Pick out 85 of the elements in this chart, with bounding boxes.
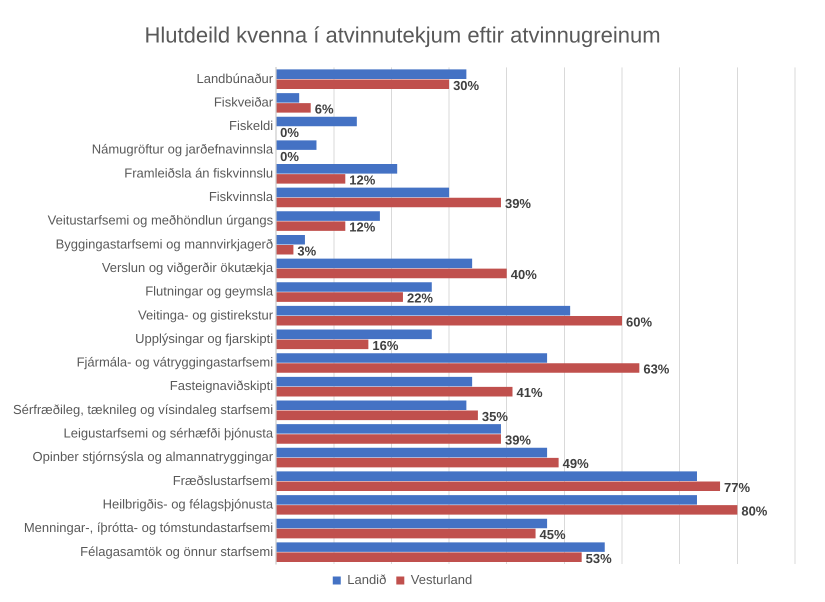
bar xyxy=(276,434,501,444)
bar xyxy=(276,363,640,373)
y-tick-label: Opinber stjórnsýsla og almannatryggingar xyxy=(32,449,274,464)
y-tick-label: Veitustarfsemi og meðhöndlun úrgangs xyxy=(48,212,274,228)
data-label: 16% xyxy=(372,338,399,353)
data-label: 39% xyxy=(504,432,532,448)
data-label: 22% xyxy=(406,290,434,306)
data-label: 53% xyxy=(586,550,612,566)
bar xyxy=(276,211,380,221)
bar xyxy=(276,386,512,396)
bar xyxy=(276,245,294,255)
data-label: 77% xyxy=(724,480,751,495)
y-tick-label: Fiskveiðar xyxy=(214,94,274,110)
legend-label: Vesturland xyxy=(410,572,472,588)
bar xyxy=(276,424,501,434)
bar xyxy=(276,400,466,410)
data-label: 35% xyxy=(482,408,508,424)
bar xyxy=(276,79,450,90)
bar xyxy=(276,116,357,126)
y-tick-label: Félagasamtök og önnur starfsemi xyxy=(80,544,274,559)
y-tick-label: Fjármála- og vátryggingastarfsemi xyxy=(76,354,274,370)
bar xyxy=(276,174,346,184)
y-tick-label: Heilbrigðis- og félagsþjónusta xyxy=(102,496,274,512)
bar xyxy=(276,340,368,350)
bar xyxy=(276,330,432,340)
y-tick-label: Landbúnaður xyxy=(196,70,274,86)
data-label: 40% xyxy=(510,267,538,282)
y-tick-label: Námugröftur og jarðefnavinnsla xyxy=(92,142,274,157)
y-tick-label: Fiskvinnsla xyxy=(208,189,274,204)
bar xyxy=(276,528,536,538)
legend-label: Landið xyxy=(347,572,386,588)
bar xyxy=(276,292,403,302)
bar xyxy=(276,268,507,278)
y-tick-label: Fræðslustarfsemi xyxy=(172,472,274,488)
y-tick-label: Veitinga- og gistirekstur xyxy=(138,307,274,322)
bar xyxy=(276,471,697,481)
y-tick-label: Leigustarfsemi og sérhæfði þjónusta xyxy=(64,426,274,441)
bar xyxy=(276,282,432,292)
bar xyxy=(276,481,720,492)
data-label: 80% xyxy=(741,503,768,518)
bar xyxy=(276,93,300,103)
data-label: 30% xyxy=(453,78,480,93)
bar xyxy=(276,458,559,468)
y-tick-label: Framleiðsla án fiskvinnslu xyxy=(124,165,274,180)
bar xyxy=(276,495,697,505)
bar xyxy=(276,448,548,458)
bar xyxy=(276,234,305,245)
data-label: 0% xyxy=(280,148,300,164)
bar xyxy=(276,306,570,316)
bar xyxy=(276,542,605,552)
bar xyxy=(276,164,398,174)
bar xyxy=(276,103,311,113)
bar xyxy=(276,316,622,326)
bar xyxy=(276,552,582,562)
y-tick-label: Fasteignaviðskipti xyxy=(170,378,274,394)
bar xyxy=(276,353,548,363)
data-label: 39% xyxy=(504,196,532,212)
y-tick-label: Fiskeldi xyxy=(229,118,274,134)
data-label: 45% xyxy=(540,527,566,542)
y-tick-label: Sérfræðileg, tæknileg og vísindaleg starfsemi xyxy=(12,402,274,417)
bar xyxy=(276,518,548,528)
y-tick-label: Flutningar og geymsla xyxy=(145,284,274,299)
data-label: 6% xyxy=(314,101,334,116)
y-tick-label: Verslun og viðgerðir ökutækja xyxy=(102,260,274,275)
data-label: 63% xyxy=(643,362,670,377)
chart-title: Hlutdeild kvenna í atvinnutekjum eftir atvinnugreinum xyxy=(144,22,661,48)
data-label: 12% xyxy=(349,172,376,188)
data-label: 0% xyxy=(280,125,300,140)
data-label: 60% xyxy=(626,314,652,330)
bar xyxy=(276,69,466,79)
bar xyxy=(276,376,472,386)
bar xyxy=(276,505,738,515)
bar xyxy=(276,221,346,231)
y-tick-label: Upplýsingar og fjarskipti xyxy=(135,330,274,346)
bar xyxy=(276,258,472,268)
bar xyxy=(276,198,501,208)
data-label: 12% xyxy=(349,220,376,235)
bar xyxy=(276,140,316,150)
y-tick-label: Byggingastarfsemi og mannvirkjagerð xyxy=(56,236,274,252)
data-label: 41% xyxy=(516,385,543,400)
bar xyxy=(276,410,478,420)
data-label: 3% xyxy=(297,243,317,258)
bar xyxy=(276,188,450,198)
data-label: 49% xyxy=(562,456,590,472)
y-tick-label: Menningar-, íþrótta- og tómstundastarfsemi xyxy=(24,520,274,536)
